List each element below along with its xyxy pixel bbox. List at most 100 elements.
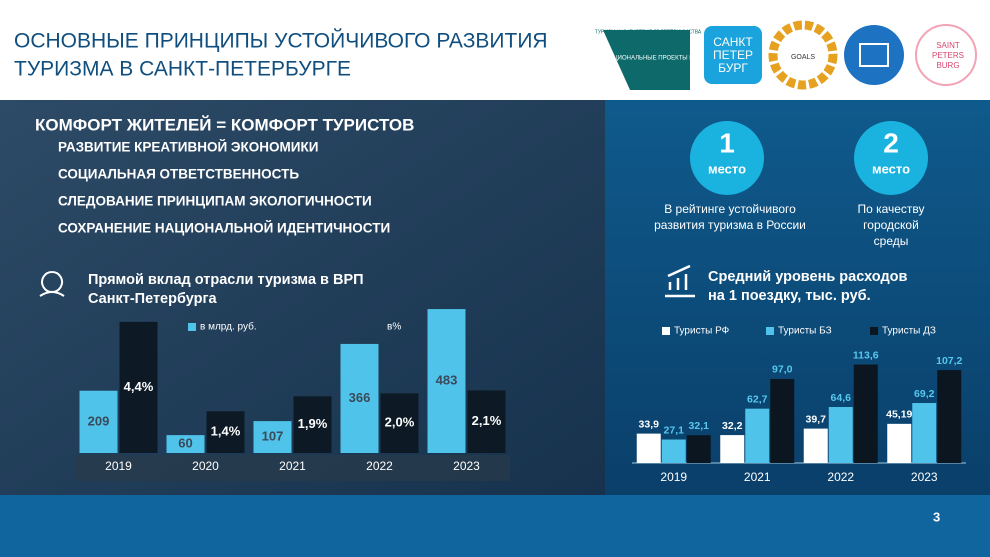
title: ОСНОВНЫЕ ПРИНЦИПЫ УСТОЙЧИВОГО РАЗВИТИЯ <box>14 29 548 53</box>
value-label: 366 <box>349 390 371 405</box>
x-tick-label: 2022 <box>827 470 854 484</box>
rank-caption: развития туризма в России <box>654 218 806 232</box>
bar <box>636 433 661 463</box>
footer <box>0 495 990 557</box>
value-label: 27,1 <box>664 424 685 436</box>
principle: РАЗВИТИЕ КРЕАТИВНОЙ ЭКОНОМИКИ <box>58 140 318 155</box>
value-label: 483 <box>436 372 458 387</box>
value-label: 69,2 <box>914 388 935 400</box>
legend-label: Туристы ДЗ <box>882 326 936 337</box>
bar <box>853 364 878 463</box>
value-label: 62,7 <box>747 393 768 405</box>
value-label: 4,4% <box>124 379 154 394</box>
value-label: 32,2 <box>722 420 743 432</box>
x-tick-label: 2023 <box>453 459 480 473</box>
legend-swatch <box>188 323 196 331</box>
value-label: 60 <box>178 435 192 450</box>
legend-swatch <box>766 327 774 335</box>
bar <box>828 407 853 463</box>
rank-caption: среды <box>874 234 909 248</box>
value-label: 97,0 <box>772 364 793 376</box>
rank-badge <box>690 121 764 195</box>
legend-label: Туристы РФ <box>674 326 730 337</box>
icon <box>665 264 695 298</box>
title: ТУРИЗМА В САНКТ-ПЕТЕРБУРГЕ <box>14 58 351 81</box>
rank-unit: место <box>872 161 910 176</box>
logo-text: PETERS <box>932 51 964 60</box>
logo <box>768 20 838 90</box>
value-label: 107,2 <box>936 355 962 367</box>
logo <box>844 25 904 85</box>
bar <box>887 423 912 463</box>
bar <box>937 370 962 463</box>
rank-caption: По качеству <box>857 202 924 216</box>
bar <box>293 396 332 453</box>
value-label: 45,19 <box>886 409 912 421</box>
value-label: 2,1% <box>472 413 502 428</box>
value-label: 64,6 <box>831 392 852 404</box>
principles-heading: КОМФОРТ ЖИТЕЛЕЙ = КОМФОРТ ТУРИСТОВ <box>35 115 414 134</box>
bar <box>119 321 158 453</box>
x-tick-label: 2019 <box>660 470 687 484</box>
principle: СОЦИАЛЬНАЯ ОТВЕТСТВЕННОСТЬ <box>58 167 299 182</box>
value-label: 1,4% <box>211 424 241 439</box>
bar <box>770 378 795 463</box>
logo-text: BURG <box>936 61 959 70</box>
bar <box>206 411 245 453</box>
logo <box>859 43 889 67</box>
value-label: 107 <box>262 428 284 443</box>
rank-number: 1 <box>719 127 735 158</box>
x-tick-label: 2020 <box>192 459 219 473</box>
legend-label: в% <box>387 322 401 333</box>
legend-swatch <box>662 327 670 335</box>
header <box>0 0 990 100</box>
value-label: 1,9% <box>298 416 328 431</box>
page-number: 3 <box>933 509 940 524</box>
chart-title: Прямой вклад отрасли туризма в ВРП <box>88 272 364 288</box>
logo-text: НАЦИОНАЛЬНЫЕ ПРОЕКТЫ РОССИИ <box>605 56 715 62</box>
value-label: 33,9 <box>639 418 660 430</box>
rank-caption: В рейтинге устойчивого <box>664 202 796 216</box>
bar <box>686 435 711 463</box>
logo <box>915 24 977 86</box>
logo-text: GOALS <box>791 54 815 61</box>
bar <box>803 428 828 463</box>
x-tick-label: 2021 <box>279 459 306 473</box>
x-tick-label: 2021 <box>744 470 771 484</box>
logo-text: БУРГ <box>718 61 748 75</box>
logo-text: САНКТ <box>713 35 753 49</box>
bar <box>380 393 419 453</box>
axis-band <box>75 455 510 481</box>
rank-number: 2 <box>883 127 899 158</box>
chart-title: на 1 поездку, тыс. руб. <box>708 288 871 304</box>
value-label: 32,1 <box>689 420 710 432</box>
legend-label: в млрд. руб. <box>200 321 257 333</box>
x-tick-label: 2022 <box>366 459 393 473</box>
x-tick-label: 2023 <box>911 470 938 484</box>
logo-text: ПЕТЕР <box>713 48 753 62</box>
bar <box>661 439 686 463</box>
chart-title: Средний уровень расходов <box>708 269 908 285</box>
bar <box>340 343 379 453</box>
legend-swatch <box>870 327 878 335</box>
bar <box>720 435 745 463</box>
icon <box>39 271 65 297</box>
principle: СОХРАНЕНИЕ НАЦИОНАЛЬНОЙ ИДЕНТИЧНОСТИ <box>58 221 390 236</box>
bar <box>79 390 118 453</box>
rank-badge <box>854 121 928 195</box>
bar <box>253 421 292 453</box>
value-label: 2,0% <box>385 415 415 430</box>
x-tick-label: 2019 <box>105 459 132 473</box>
rank-unit: место <box>708 161 746 176</box>
chart-title: Санкт-Петербурга <box>88 291 218 307</box>
value-label: 113,6 <box>853 349 879 361</box>
logo <box>603 30 690 90</box>
rank-caption: городской <box>863 218 919 232</box>
legend-label: Туристы БЗ <box>778 326 832 337</box>
bar <box>745 408 770 463</box>
principle: СЛЕДОВАНИЕ ПРИНЦИПАМ ЭКОЛОГИЧНОСТИ <box>58 194 372 209</box>
logo-text: SAINT <box>936 41 960 50</box>
bar <box>166 435 205 453</box>
logo <box>704 26 762 84</box>
